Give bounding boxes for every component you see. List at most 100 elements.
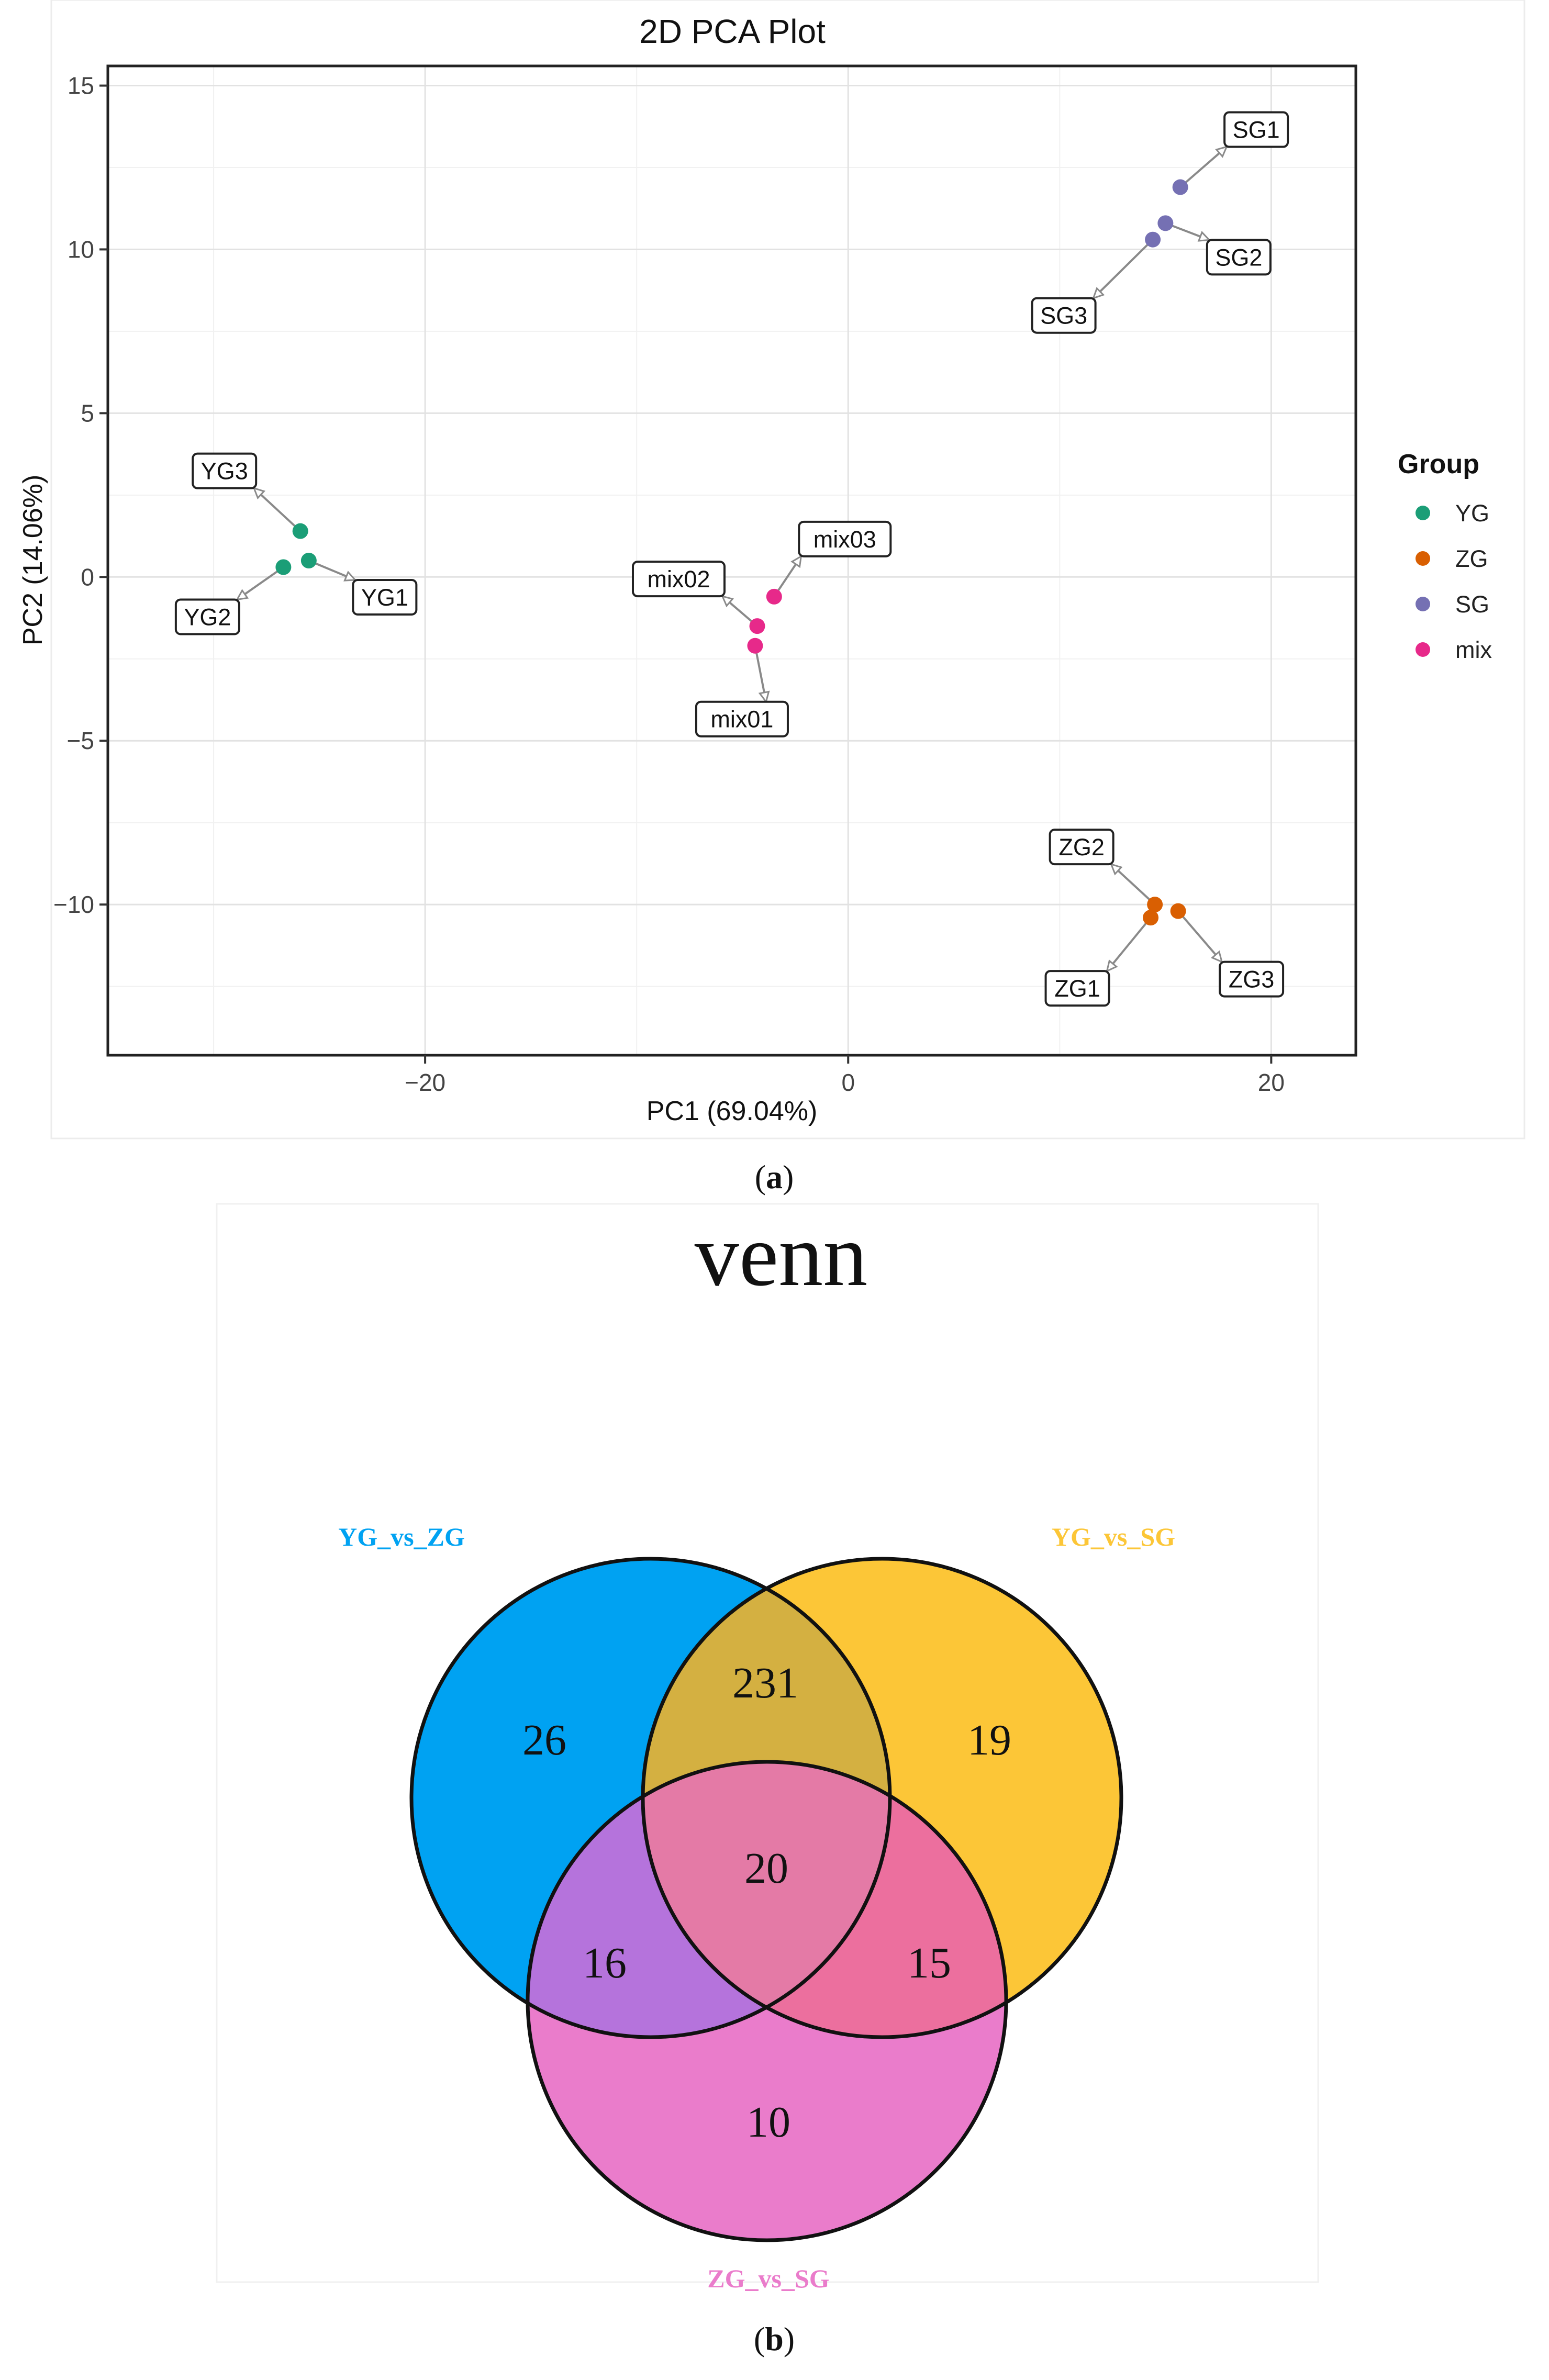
venn-count-yg-zg-and-yg-sg: 231 (732, 1659, 798, 1707)
pca-connector-arrowhead (236, 589, 249, 601)
pca-point-mix03 (766, 588, 782, 605)
pca-y-tick-label: −10 (53, 891, 94, 918)
pca-label-yg3: YG3 (201, 458, 248, 485)
pca-point-sg2 (1157, 215, 1174, 231)
venn-set-label-zg-vs-sg: ZG_vs_SG (707, 2264, 829, 2293)
pca-label-sg3: SG3 (1040, 303, 1087, 329)
venn-count-yg-zg-and-zg-sg: 16 (583, 1939, 627, 1987)
pca-label-box (1031, 297, 1097, 334)
pca-label-box (192, 452, 258, 489)
pca-point-zg1 (1143, 910, 1159, 926)
pca-point-yg2 (275, 559, 292, 575)
pca-label-box (1206, 239, 1272, 276)
pca-point-yg1 (300, 553, 317, 568)
pca-label-connector (253, 487, 302, 532)
venn-count-all-three: 20 (744, 1844, 788, 1893)
pca-y-tick-label: 5 (81, 399, 94, 427)
pca-label-box (1049, 829, 1115, 866)
pca-point-mix01 (747, 638, 763, 654)
pca-connector-arrowhead (790, 554, 803, 568)
venn-count-yg-sg-and-zg-sg: 15 (907, 1939, 951, 1987)
pca-label-zg2: ZG2 (1058, 834, 1105, 861)
venn-set-label-yg-vs-sg: YG_vs_SG (1052, 1522, 1175, 1551)
pca-label-connector (1093, 239, 1154, 299)
pca-labels: YG1 YG2 YG3 ZG1 ZG2 ZG3 SG1 SG2 SG3 mix01 mix02 mix… (174, 111, 1289, 1007)
pca-x-tick-label: 0 (841, 1069, 855, 1096)
pca-label-yg1: YG1 (361, 584, 408, 611)
pca-legend-label-zg: ZG (1455, 545, 1488, 572)
pca-label-mix03: mix03 (813, 526, 876, 553)
pca-legend-swatch-mix (1416, 642, 1430, 657)
pca-label-box (174, 598, 240, 635)
venn-panel: venn YG_vs_ZG YG_vs_SG ZG_vs_SG 26 19 10… (216, 1203, 1319, 2293)
pca-ticks: −20 0 20 15 10 5 0 −5 −10 (53, 72, 1285, 1096)
pca-x-axis-title: PC1 (69.04%) (647, 1096, 818, 1126)
pca-arrows (236, 146, 1228, 973)
pca-connector-arrowhead (1210, 950, 1223, 964)
pca-panel: 2D PCA Plot YG1 YG2 YG3 ZG1 ZG2 ZG3 SG1 SG2 SG3 m… (18, 0, 1525, 1139)
panel-a-letter: a (766, 1158, 783, 1195)
pca-label-sg2: SG2 (1215, 244, 1262, 271)
pca-point-zg2 (1147, 897, 1163, 913)
pca-legend-label-sg: SG (1455, 591, 1489, 618)
panel-b-caption: (b) (754, 2320, 795, 2357)
venn-count-zg-vs-sg-only: 10 (746, 2098, 790, 2147)
pca-connector-arrowhead (1197, 231, 1211, 242)
pca-x-tick-label: 20 (1258, 1069, 1285, 1096)
panel-b-letter: b (765, 2320, 784, 2357)
pca-label-connector (1106, 917, 1152, 972)
pca-y-tick-label: 10 (68, 236, 94, 263)
pca-x-tick-label: −20 (405, 1069, 445, 1096)
pca-connector-arrowhead (1110, 863, 1123, 876)
pca-point-yg3 (292, 523, 308, 539)
venn-count-yg-vs-sg-only: 19 (967, 1716, 1011, 1764)
pca-label-zg3: ZG3 (1229, 966, 1275, 993)
venn-title: venn (695, 1206, 867, 1304)
pca-point-mix02 (749, 618, 765, 634)
pca-points (275, 179, 1188, 926)
pca-grid (108, 66, 1356, 1055)
pca-connector-arrowhead (1215, 146, 1228, 158)
pca-label-box (631, 561, 726, 598)
pca-connector-arrowhead (1092, 287, 1105, 300)
pca-title: 2D PCA Plot (639, 13, 826, 50)
pca-label-zg1: ZG1 (1054, 975, 1100, 1002)
pca-y-tick-label: 0 (81, 563, 94, 590)
pca-y-axis-title: PC2 (14.06%) (18, 475, 48, 646)
venn-outlines (409, 1557, 1123, 2242)
pca-connector-arrowhead (343, 571, 357, 582)
pca-y-tick-label: −5 (67, 727, 94, 754)
pca-legend: Group YG ZG SG mix (1398, 449, 1492, 663)
pca-legend-swatch-zg (1416, 551, 1430, 566)
pca-label-box (1044, 970, 1110, 1007)
pca-connector-arrowhead (721, 595, 734, 608)
pca-legend-swatch-yg (1416, 506, 1430, 520)
pca-connector-arrowhead (758, 690, 770, 704)
pca-label-connector (1179, 146, 1228, 188)
pca-point-sg1 (1172, 179, 1188, 195)
pca-label-yg2: YG2 (184, 604, 231, 631)
pca-label-sg1: SG1 (1233, 117, 1280, 143)
pca-connector-arrowhead (1106, 959, 1118, 973)
pca-label-box (352, 579, 418, 616)
pca-plot-border (106, 64, 1357, 1057)
pca-label-connector (1177, 910, 1223, 963)
pca-legend-label-yg: YG (1455, 500, 1489, 527)
pca-label-box (798, 520, 892, 557)
venn-set-label-yg-vs-zg: YG_vs_ZG (338, 1522, 465, 1551)
pca-legend-label-mix: mix (1455, 636, 1492, 663)
pca-label-mix02: mix02 (647, 566, 710, 593)
pca-legend-swatch-sg (1416, 597, 1430, 611)
pca-label-box (1219, 960, 1285, 998)
pca-legend-title: Group (1398, 449, 1479, 479)
pca-label-box (1223, 111, 1289, 148)
pca-connector-arrowhead (252, 487, 266, 500)
pca-y-tick-label: 15 (68, 72, 94, 99)
pca-point-sg3 (1145, 231, 1161, 248)
pca-label-box (695, 700, 789, 738)
panel-a-caption: (a) (755, 1158, 794, 1195)
venn-count-yg-vs-zg-only: 26 (522, 1716, 566, 1764)
pca-label-mix01: mix01 (710, 706, 773, 733)
pca-point-zg3 (1170, 903, 1186, 919)
